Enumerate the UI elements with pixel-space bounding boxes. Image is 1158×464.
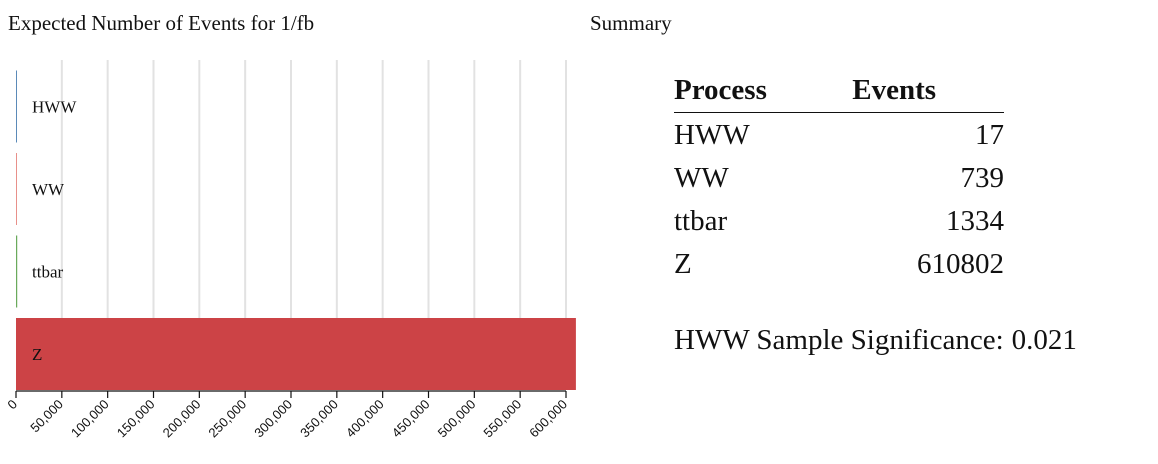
table-row: WW 739	[674, 156, 1004, 199]
bar-label-ttbar: ttbar	[32, 263, 63, 282]
bar-label-hww: HWW	[32, 98, 77, 117]
table-row: ttbar 1334	[674, 199, 1004, 242]
events-cell: 739	[960, 161, 1005, 194]
process-cell: HWW	[674, 118, 750, 151]
events-cell: 1334	[946, 204, 1004, 237]
x-tick-label: 250,000	[205, 397, 249, 441]
summary-table: Process Events HWW 17 WW 739 ttbar 1334 …	[674, 68, 1004, 285]
bar-ttbar	[16, 235, 18, 308]
bar-ww	[16, 153, 17, 225]
x-tick-label: 50,000	[27, 397, 66, 436]
x-tick-label: 0	[4, 397, 20, 413]
process-column-header: Process	[674, 68, 823, 113]
process-cell: Z	[674, 247, 692, 280]
summary-title: Summary	[590, 11, 672, 35]
process-cell: ttbar	[674, 204, 728, 237]
significance-value: 0.021	[1011, 324, 1077, 356]
x-tick-label: 450,000	[389, 397, 433, 441]
table-row: HWW 17	[674, 113, 1004, 157]
x-tick-label: 100,000	[68, 397, 112, 441]
bar-chart: HWW WW ttbar Z 0 50,000 100,000 150,000 200,000…	[4, 60, 576, 441]
x-tick-label: 550,000	[480, 397, 524, 441]
x-tick-label: 350,000	[297, 397, 341, 441]
table-row: Z 610802	[674, 242, 1004, 285]
significance-line: HWW Sample Significance: 0.021	[674, 320, 1077, 360]
bar-label-z: Z	[32, 345, 42, 364]
events-cell: 17	[975, 118, 1004, 151]
x-tick-label: 400,000	[343, 397, 387, 441]
x-tick-label: 200,000	[160, 397, 204, 441]
x-tick-label: 300,000	[251, 397, 295, 441]
summary-header-row: Process Events	[674, 68, 1004, 113]
bar-hww	[16, 70, 17, 143]
x-tick-label: 500,000	[435, 397, 479, 441]
x-tick-label: 600,000	[526, 397, 570, 441]
chart-title: Expected Number of Events for 1/fb	[8, 11, 315, 35]
bar-label-ww: WW	[32, 180, 65, 199]
bar-z	[16, 318, 576, 390]
events-cell: 610802	[917, 247, 1004, 280]
significance-label: HWW Sample Significance:	[674, 324, 1004, 356]
x-tick-label: 150,000	[114, 397, 158, 441]
events-column-header: Events	[822, 68, 1004, 113]
process-cell: WW	[674, 161, 729, 194]
